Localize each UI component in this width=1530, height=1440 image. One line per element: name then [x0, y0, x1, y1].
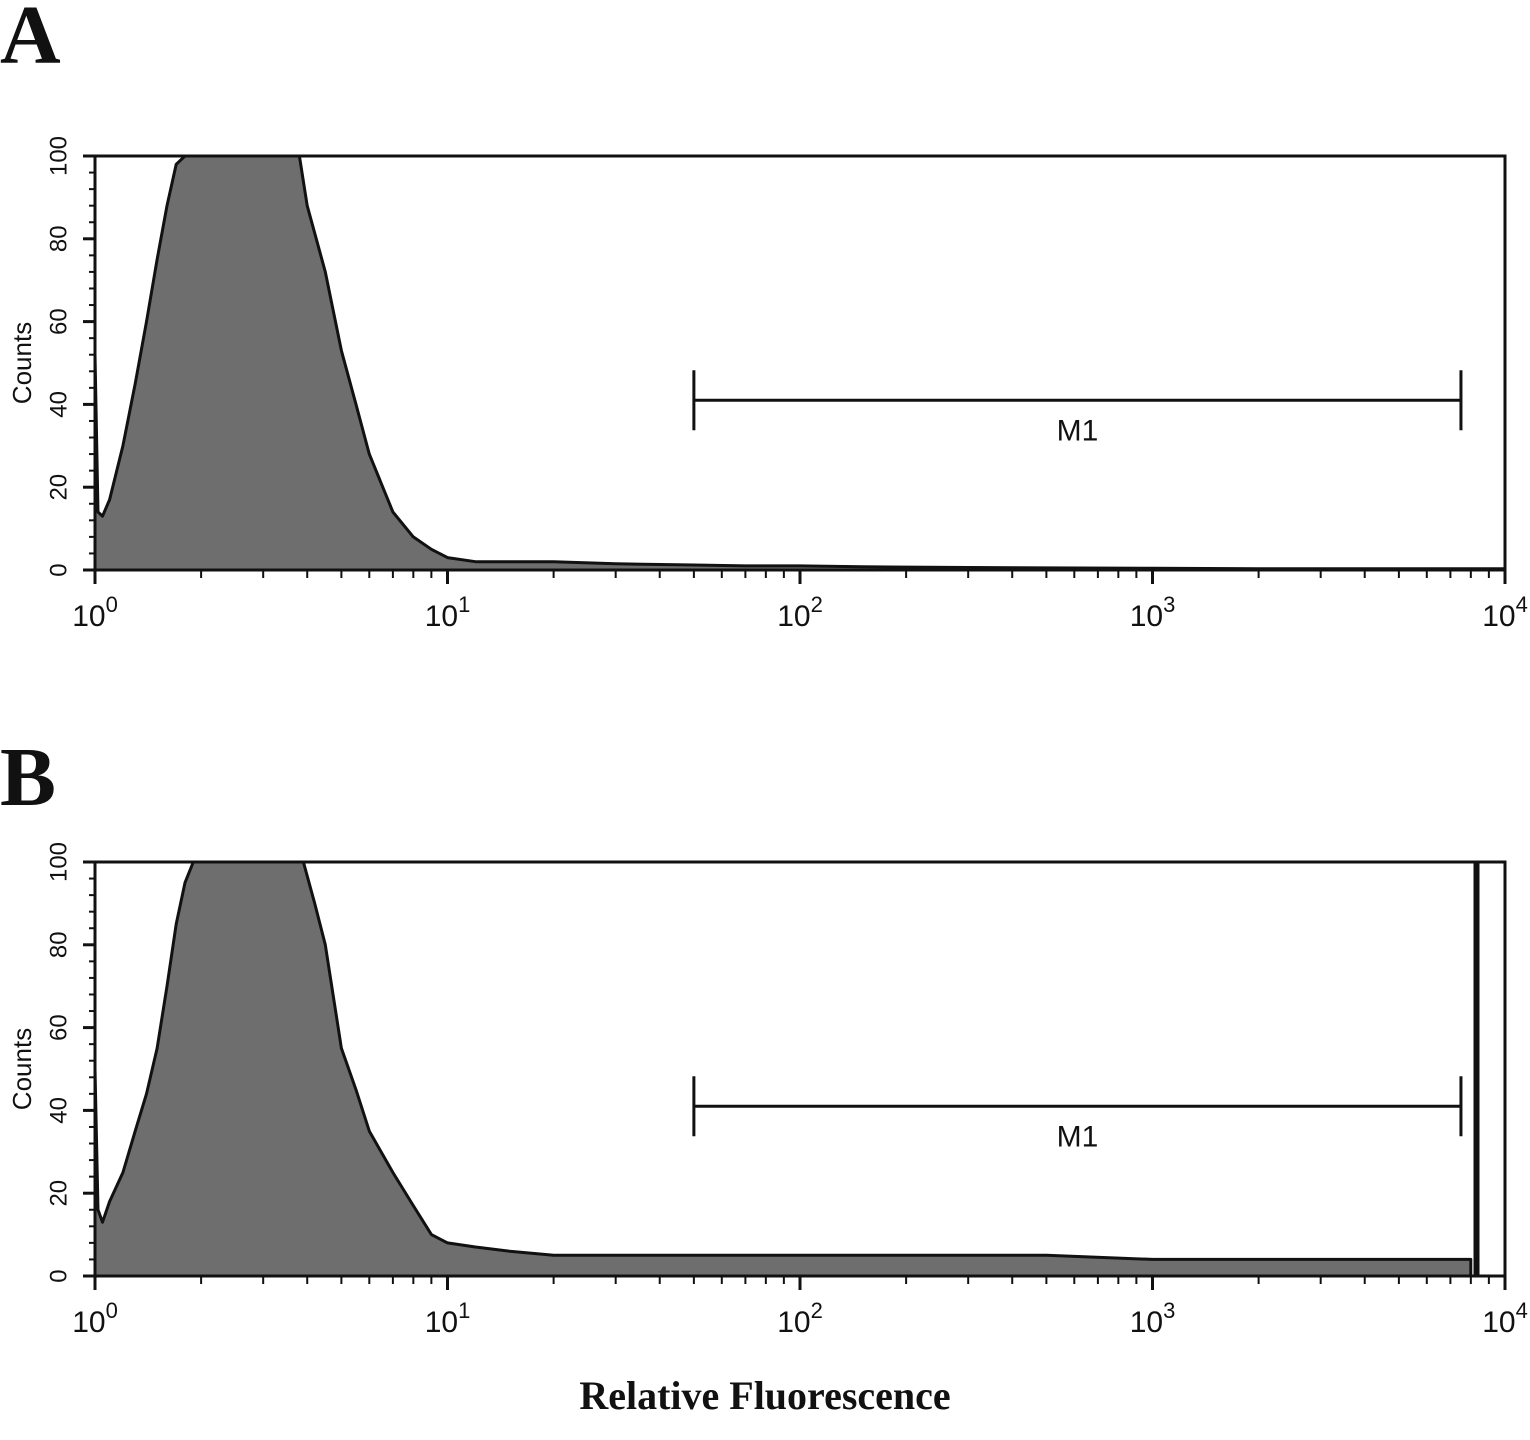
x-tick-label: 101	[425, 592, 471, 633]
y-tick-label: 100	[46, 842, 73, 882]
x-tick-label: 103	[1130, 592, 1176, 633]
marker-m1-label: M1	[1057, 1120, 1099, 1153]
x-axis-label: Relative Fluorescence	[579, 1373, 951, 1418]
panel-b-label: B	[0, 731, 57, 824]
y-tick-label: 0	[46, 563, 73, 576]
histogram-panel-b: 0 20 40 60 80 100 Counts 100 101 102 103 104 M1	[7, 842, 1528, 1339]
histogram-series	[93, 860, 1473, 1278]
x-tick-label: 100	[72, 592, 118, 633]
x-tick-label: 103	[1130, 1298, 1176, 1339]
y-tick-label: 40	[46, 1097, 73, 1124]
x-tick-label: 104	[1482, 1298, 1528, 1339]
marker-m1-label: M1	[1057, 414, 1099, 447]
x-tick-label: 102	[777, 592, 823, 633]
histogram-series	[93, 154, 1507, 572]
y-tick-label: 80	[46, 225, 73, 252]
y-tick-label: 60	[46, 308, 73, 335]
y-axis-label: Counts	[7, 1028, 37, 1110]
y-tick-label: 60	[46, 1014, 73, 1041]
y-tick-label: 20	[46, 474, 73, 501]
y-tick-label: 40	[46, 391, 73, 418]
x-tick-label: 100	[72, 1298, 118, 1339]
histogram-panel-a: 0 20 40 60 80 100 Counts 100 101 102 103 104 M1	[7, 136, 1528, 633]
x-tick-label: 104	[1482, 592, 1528, 633]
y-tick-label: 20	[46, 1180, 73, 1207]
y-tick-label: 0	[46, 1269, 73, 1282]
histogram-end-spike	[1473, 862, 1480, 1276]
panel-a-label: A	[0, 0, 61, 82]
y-tick-label: 100	[46, 136, 73, 176]
x-tick-label: 102	[777, 1298, 823, 1339]
y-tick-label: 80	[46, 931, 73, 958]
x-tick-label: 101	[425, 1298, 471, 1339]
y-axis-label: Counts	[7, 322, 37, 404]
